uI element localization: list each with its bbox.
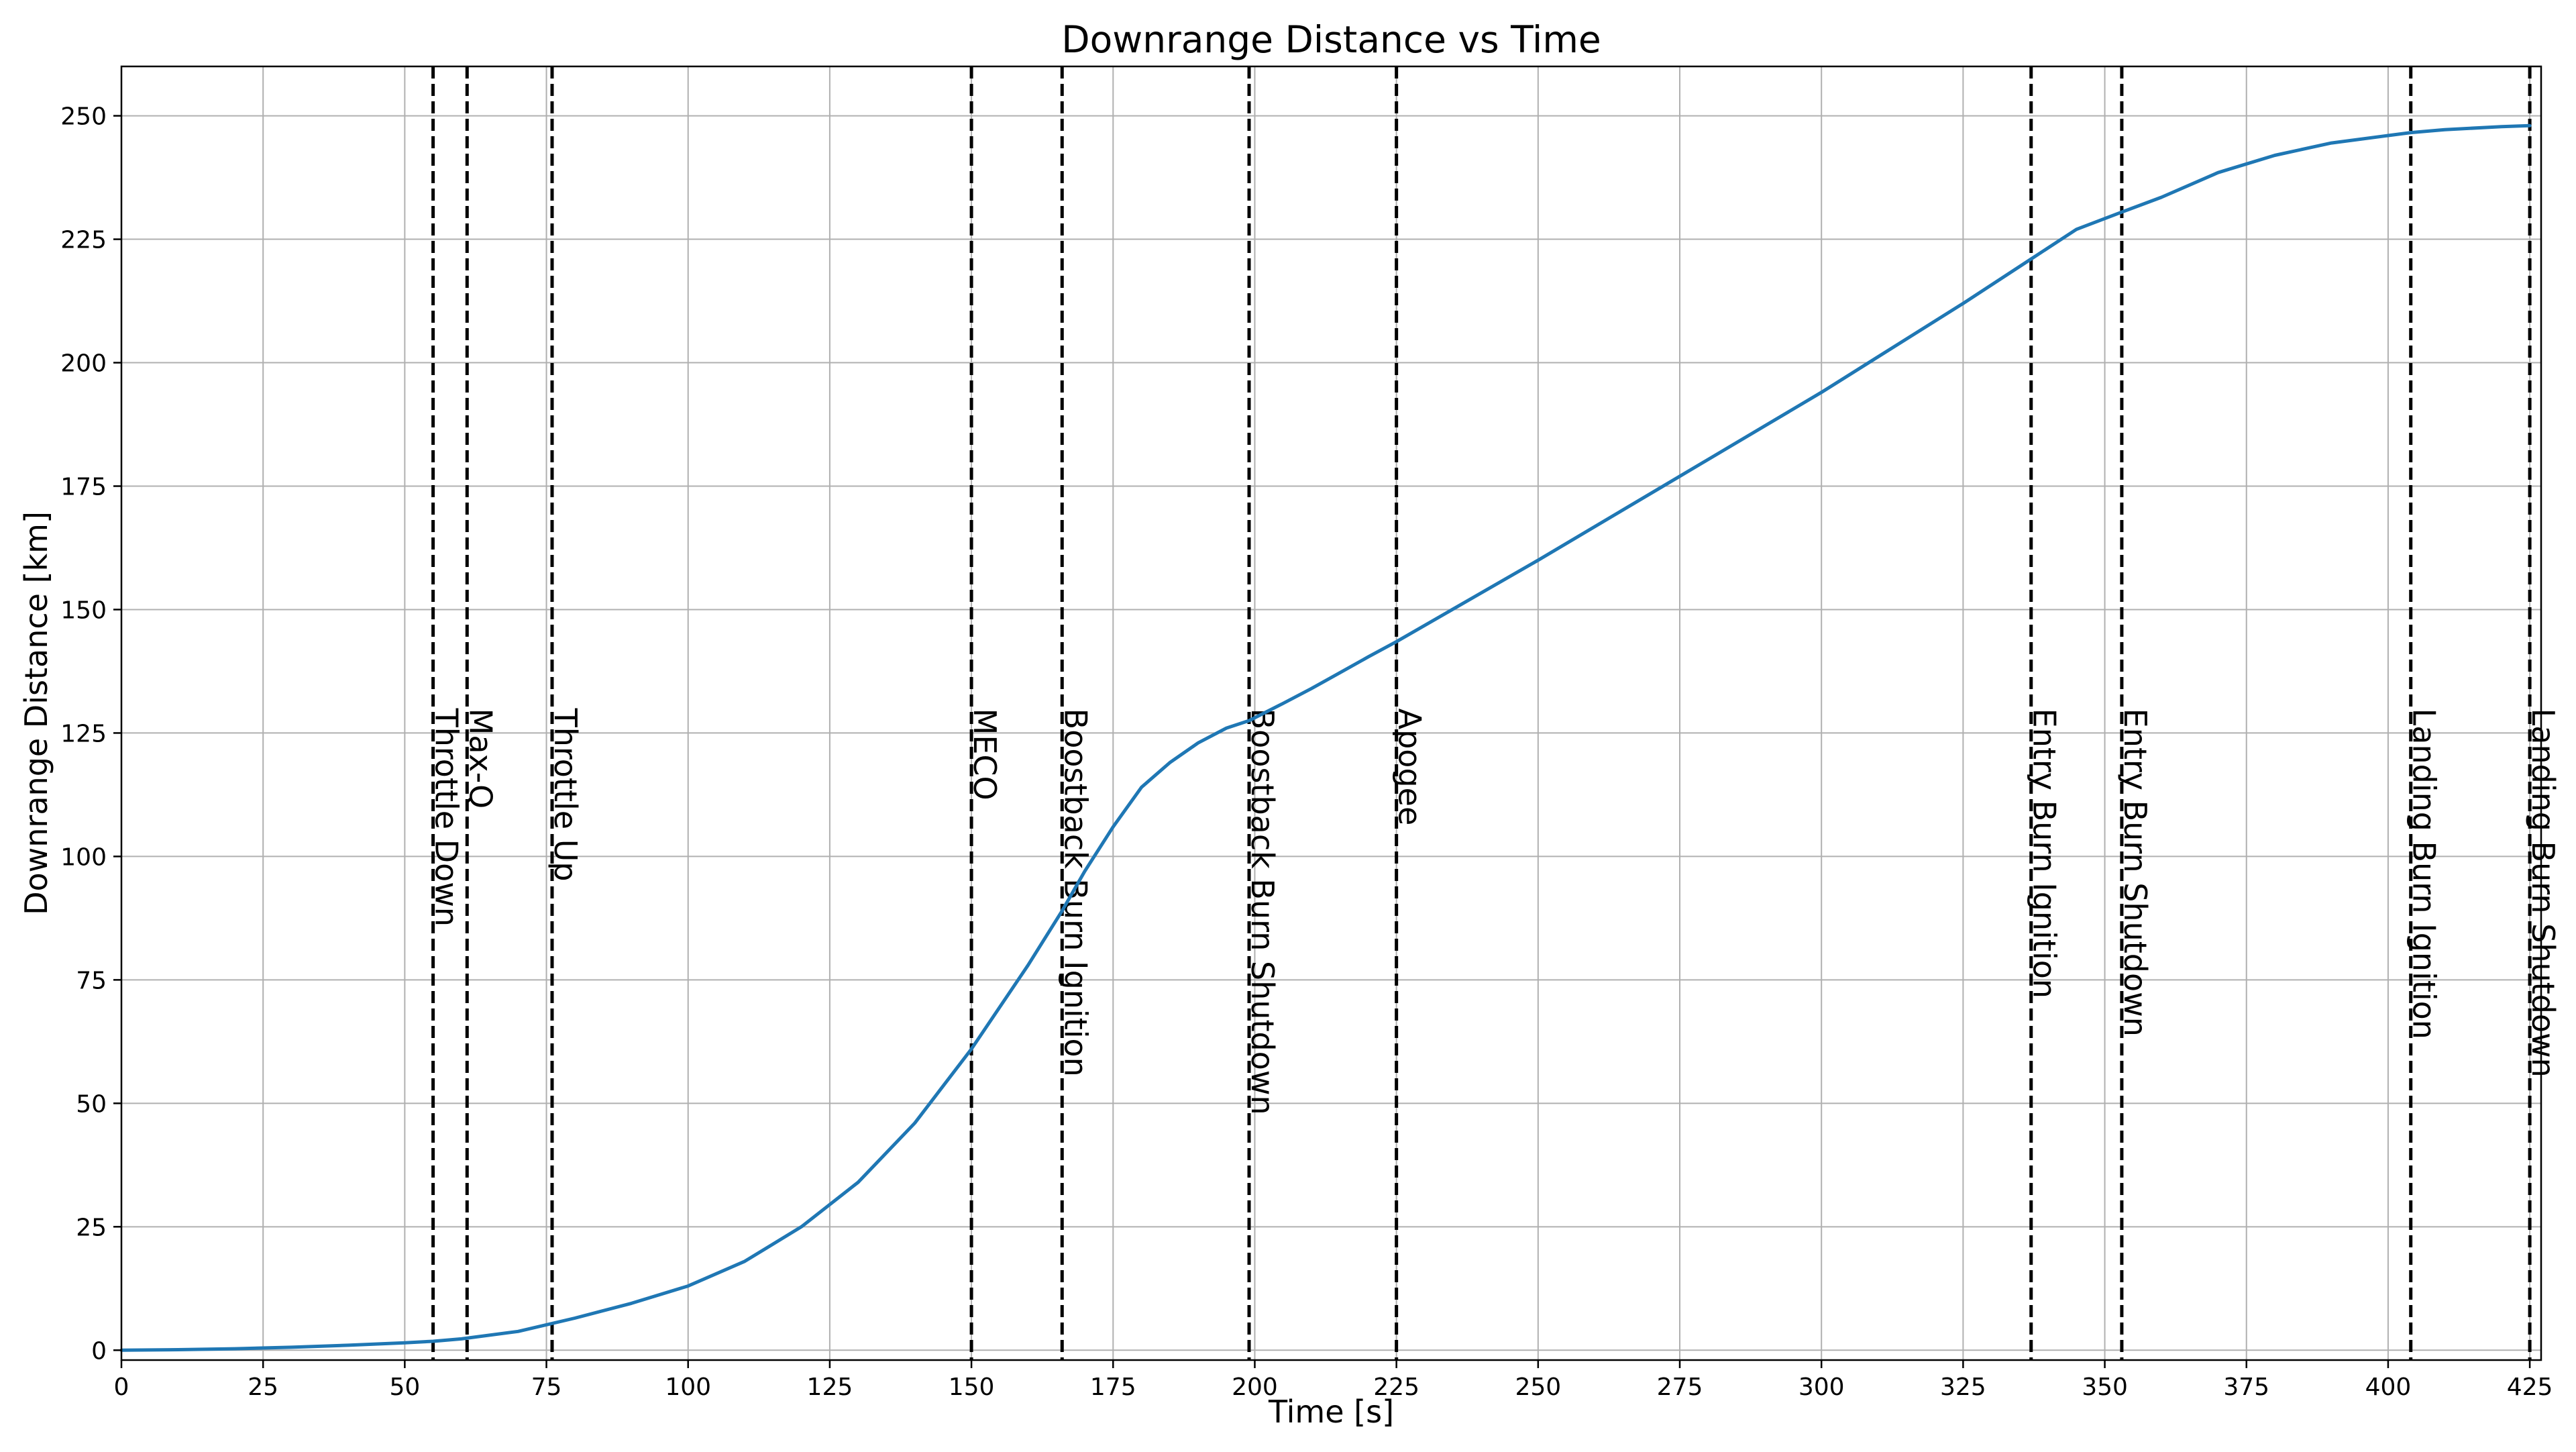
x-tick-label: 425 bbox=[2507, 1373, 2553, 1401]
series-line bbox=[119, 123, 2532, 1352]
event-label: Landing Burn Shutdown bbox=[2525, 709, 2561, 1078]
y-tick-label: 0 bbox=[91, 1337, 107, 1365]
y-tick-label: 125 bbox=[60, 720, 107, 747]
plot-area-frame bbox=[120, 65, 2542, 1361]
x-tick-label: 200 bbox=[1232, 1373, 1278, 1401]
event-label: Boostback Burn Ignition bbox=[1057, 709, 1093, 1077]
y-tick-label: 250 bbox=[60, 103, 107, 131]
x-axis-label: Time [s] bbox=[1268, 1394, 1394, 1430]
event-label: Throttle Down bbox=[429, 708, 465, 927]
x-tick-label: 75 bbox=[531, 1373, 562, 1401]
x-tick-label: 400 bbox=[2365, 1373, 2412, 1401]
event-label: MECO bbox=[967, 709, 1003, 800]
y-tick-label: 75 bbox=[76, 967, 107, 994]
event-label: Throttle Up bbox=[547, 708, 584, 882]
event-label: Max-Q bbox=[462, 709, 498, 809]
y-tick-label: 25 bbox=[76, 1214, 107, 1241]
x-tick-label: 50 bbox=[389, 1373, 420, 1401]
x-tick-label: 375 bbox=[2223, 1373, 2269, 1401]
data-series bbox=[119, 123, 2532, 1352]
x-tick-label: 25 bbox=[248, 1373, 278, 1401]
x-tick-label: 0 bbox=[114, 1373, 129, 1401]
x-tick-label: 350 bbox=[2082, 1373, 2128, 1401]
event-label: Apogee bbox=[1392, 709, 1428, 826]
axis-ticks: 0 25 50 75 100 125 150 175 200 225 250 275 300 325 350… bbox=[60, 103, 2553, 1401]
chart-title: Downrange Distance vs Time bbox=[1061, 18, 1601, 61]
event-label: Landing Burn Ignition bbox=[2406, 709, 2443, 1039]
event-label: Entry Burn Ignition bbox=[2027, 709, 2063, 998]
y-tick-label: 175 bbox=[60, 473, 107, 501]
x-tick-label: 325 bbox=[1940, 1373, 1986, 1401]
y-tick-label: 150 bbox=[60, 597, 107, 624]
y-tick-label: 200 bbox=[60, 350, 107, 378]
y-tick-label: 225 bbox=[60, 227, 107, 254]
y-axis-label: Downrange Distance [km] bbox=[18, 511, 54, 915]
grid-lines bbox=[121, 66, 2541, 1360]
x-tick-label: 275 bbox=[1657, 1373, 1703, 1401]
x-tick-label: 225 bbox=[1373, 1373, 1419, 1401]
x-tick-label: 250 bbox=[1515, 1373, 1561, 1401]
event-label: Boostback Burn Shutdown bbox=[1244, 709, 1281, 1115]
x-tick-label: 100 bbox=[665, 1373, 711, 1401]
x-tick-label: 125 bbox=[807, 1373, 853, 1401]
y-tick-label: 100 bbox=[60, 843, 107, 871]
x-tick-label: 175 bbox=[1090, 1373, 1136, 1401]
y-tick-label: 50 bbox=[76, 1090, 107, 1118]
event-label: Entry Burn Shutdown bbox=[2117, 709, 2153, 1037]
x-tick-label: 150 bbox=[949, 1373, 995, 1401]
x-tick-label: 300 bbox=[1799, 1373, 1845, 1401]
